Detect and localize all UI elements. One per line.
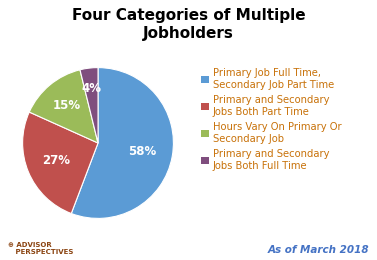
Wedge shape <box>29 70 98 143</box>
Text: 27%: 27% <box>42 154 70 167</box>
Wedge shape <box>71 68 173 218</box>
Wedge shape <box>80 68 98 143</box>
Text: 4%: 4% <box>81 82 101 95</box>
Wedge shape <box>23 112 98 213</box>
Legend: Primary Job Full Time,
Secondary Job Part Time, Primary and Secondary
Jobs Both : Primary Job Full Time, Secondary Job Par… <box>201 68 341 171</box>
Text: ⊕ ADVISOR
   PERSPECTIVES: ⊕ ADVISOR PERSPECTIVES <box>8 242 73 255</box>
Text: 15%: 15% <box>52 99 81 112</box>
Text: Four Categories of Multiple
Jobholders: Four Categories of Multiple Jobholders <box>72 8 305 41</box>
Text: 58%: 58% <box>129 145 157 158</box>
Text: As of March 2018: As of March 2018 <box>268 245 369 255</box>
